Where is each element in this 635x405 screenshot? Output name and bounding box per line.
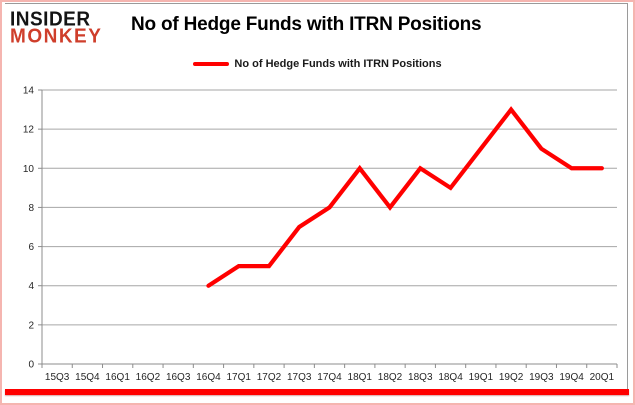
x-tick-label: 19Q3	[529, 372, 554, 383]
x-tick-label: 16Q3	[166, 372, 191, 383]
x-tick-label: 17Q1	[226, 372, 251, 383]
y-tick-label: 8	[28, 203, 34, 214]
x-tick-label: 16Q4	[196, 372, 221, 383]
x-tick-label: 20Q1	[590, 372, 615, 383]
x-tick-label: 18Q1	[348, 372, 373, 383]
y-tick-label: 10	[23, 164, 35, 175]
bottom-red-bar	[5, 389, 629, 395]
x-tick-label: 19Q2	[499, 372, 524, 383]
y-tick-label: 6	[28, 242, 34, 253]
legend-label: No of Hedge Funds with ITRN Positions	[234, 58, 442, 70]
x-tick-label: 15Q3	[45, 372, 70, 383]
logo-line1: INSIDER	[10, 8, 91, 31]
series-line	[206, 106, 604, 288]
x-tick-label: 19Q1	[469, 372, 494, 383]
x-tick-label: 18Q3	[408, 372, 433, 383]
legend-line-swatch	[193, 62, 230, 66]
x-tick-label: 18Q2	[378, 372, 403, 383]
y-tick-label: 2	[28, 320, 34, 331]
y-tick-label: 0	[28, 360, 34, 371]
x-tick-label: 17Q3	[287, 372, 312, 383]
logo-line2: MONKEY	[10, 25, 103, 48]
legend: No of Hedge Funds with ITRN Positions	[2, 58, 633, 70]
y-tick-label: 14	[23, 86, 35, 97]
x-tick-label: 17Q2	[257, 372, 282, 383]
y-tick-label: 4	[28, 281, 34, 292]
x-tick-label: 17Q4	[317, 372, 342, 383]
x-tick-label: 19Q4	[559, 372, 584, 383]
x-tick-label: 15Q4	[75, 372, 100, 383]
x-tick-label: 16Q2	[136, 372, 161, 383]
chart-title: No of Hedge Funds with ITRN Positions	[131, 14, 482, 35]
y-tick-label: 12	[23, 125, 35, 136]
x-tick-label: 18Q4	[438, 372, 463, 383]
insider-monkey-logo: INSIDER MONKEY	[10, 8, 103, 48]
x-tick-label: 16Q1	[105, 372, 130, 383]
